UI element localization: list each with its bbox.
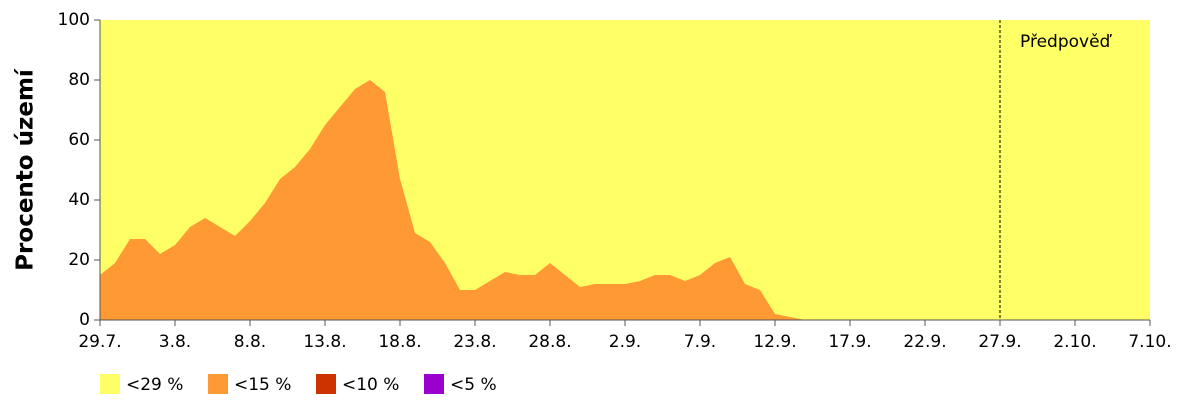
x-tick-label: 18.8. xyxy=(378,332,421,352)
x-tick-label: 12.9. xyxy=(753,332,796,352)
x-tick-label: 27.9. xyxy=(978,332,1021,352)
legend-label: <15 % xyxy=(234,375,291,395)
annotation: Předpověď xyxy=(1020,32,1113,52)
x-tick-label: 13.8. xyxy=(303,332,346,352)
x-tick-label: 2.9. xyxy=(609,332,641,352)
legend-label: <29 % xyxy=(126,375,183,395)
x-tick-label: 17.9. xyxy=(828,332,871,352)
y-tick-label: 0 xyxy=(79,310,90,330)
legend-swatch xyxy=(100,374,120,394)
legend-swatch xyxy=(208,374,228,394)
y-axis-label: Procento území xyxy=(13,68,39,271)
y-tick-label: 80 xyxy=(68,70,90,90)
x-tick-label: 28.8. xyxy=(528,332,571,352)
x-tick-label: 29.7. xyxy=(78,332,121,352)
legend-label: <5 % xyxy=(450,375,497,395)
x-tick-label: 7.10. xyxy=(1128,332,1171,352)
y-tick-label: 40 xyxy=(68,190,90,210)
area xyxy=(100,80,1150,320)
y-tick-label: 20 xyxy=(68,250,90,270)
legend-label: <10 % xyxy=(342,375,399,395)
x-tick-label: 22.9. xyxy=(903,332,946,352)
x-tick-label: 23.8. xyxy=(453,332,496,352)
x-tick-label: 3.8. xyxy=(159,332,191,352)
legend-swatch xyxy=(316,374,336,394)
legend-swatch xyxy=(424,374,444,394)
x-tick-label: 2.10. xyxy=(1053,332,1096,352)
x-tick-label: 7.9. xyxy=(684,332,716,352)
y-tick-label: 60 xyxy=(68,130,90,150)
x-tick-label: 8.8. xyxy=(234,332,266,352)
y-tick-label: 100 xyxy=(58,10,90,30)
